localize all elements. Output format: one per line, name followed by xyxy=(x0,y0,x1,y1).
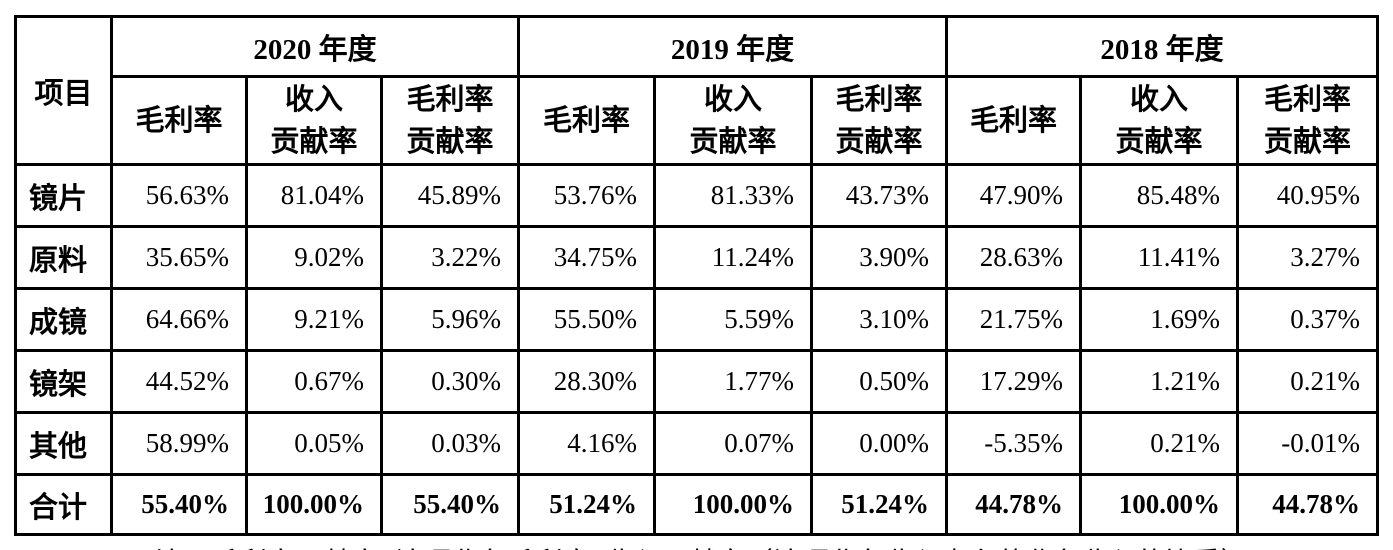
value-cell: 4.16% xyxy=(517,411,656,476)
gross-margin-table: 项目 2020 年度 2019 年度 2018 年度 毛利率 收入 贡献率 毛利率 贡献率毛… xyxy=(14,15,1379,536)
sub-header-2018-gross-margin-contribution: 毛利率 贡献率 xyxy=(1236,75,1379,166)
value-cell: 0.67% xyxy=(245,349,383,414)
value-cell: 44.78% xyxy=(1236,473,1379,536)
sub-header-line: 贡献率 xyxy=(1115,125,1203,158)
value-cell: 0.21% xyxy=(1236,349,1379,414)
sub-header-2018-revenue-contribution: 收入 贡献率 xyxy=(1079,75,1239,166)
value-cell: 34.75% xyxy=(517,225,656,290)
value-cell: 0.50% xyxy=(810,349,948,414)
value-cell: 44.52% xyxy=(110,349,248,414)
value-cell: 11.41% xyxy=(1079,225,1239,290)
sub-header-2020-revenue-contribution: 收入 贡献率 xyxy=(245,75,383,166)
value-cell: 100.00% xyxy=(1079,473,1239,536)
value-cell: 21.75% xyxy=(945,287,1082,352)
value-cell: 53.76% xyxy=(517,163,656,228)
value-cell: 3.90% xyxy=(810,225,948,290)
sub-header-line: 毛利率 xyxy=(1263,83,1351,116)
value-cell: 85.48% xyxy=(1079,163,1239,228)
value-cell: 5.96% xyxy=(380,287,520,352)
year-header-2019: 2019 年度 xyxy=(517,15,948,78)
sub-header-2019-revenue-contribution: 收入 贡献率 xyxy=(653,75,813,166)
value-cell: 35.65% xyxy=(110,225,248,290)
value-cell: 45.89% xyxy=(380,163,520,228)
value-cell: 55.40% xyxy=(110,473,248,536)
row-label-frames: 镜架 xyxy=(14,349,113,414)
sub-header-line: 毛利率 xyxy=(542,104,630,137)
value-cell: 3.22% xyxy=(380,225,520,290)
sub-header-line: 贡献率 xyxy=(1263,125,1351,158)
sub-header-line: 收入 xyxy=(284,83,343,116)
row-label-finished-glasses: 成镜 xyxy=(14,287,113,352)
value-cell: 0.05% xyxy=(245,411,383,476)
sub-header-line: 收入 xyxy=(1129,83,1188,116)
value-cell: 0.00% xyxy=(810,411,948,476)
year-header-row: 项目 2020 年度 2019 年度 2018 年度 xyxy=(14,15,1379,166)
value-cell: -5.35% xyxy=(945,411,1082,476)
value-cell: 5.59% xyxy=(653,287,813,352)
value-cell: 43.73% xyxy=(810,163,948,228)
table-body: 镜片 56.63% 81.04% 45.89% 53.76% 81.33% 43.73% 47… xyxy=(14,163,1379,536)
value-cell: 0.07% xyxy=(653,411,813,476)
sub-header-2020-gross-margin: 毛利率 xyxy=(110,75,248,166)
table-row-others: 其他 58.99% 0.05% 0.03% 4.16% 0.07% 0.00% -5.35% 0… xyxy=(14,411,1379,476)
value-cell: 81.04% xyxy=(245,163,383,228)
row-label-others: 其他 xyxy=(14,411,113,476)
sub-header-line: 毛利率 xyxy=(969,104,1057,137)
value-cell: 1.77% xyxy=(653,349,813,414)
sub-header-line: 毛利率 xyxy=(406,83,494,116)
sub-header-row: 毛利率 收入 贡献率 毛利率 贡献率 毛利率 收入 贡献率 毛利率 贡献率 毛利率 收入 贡献率 毛利率贡… xyxy=(16,75,1379,166)
value-cell: 100.00% xyxy=(653,473,813,536)
table-row-raw-materials: 原料 35.65% 9.02% 3.22% 34.75% 11.24% 3.90% 28.63… xyxy=(14,225,1379,290)
value-cell: 3.27% xyxy=(1236,225,1379,290)
value-cell: 1.69% xyxy=(1079,287,1239,352)
value-cell: 40.95% xyxy=(1236,163,1379,228)
value-cell: 51.24% xyxy=(810,473,948,536)
sub-header-2018-gross-margin: 毛利率 xyxy=(945,75,1082,166)
sub-header-line: 毛利率 xyxy=(835,83,923,116)
value-cell: 17.29% xyxy=(945,349,1082,414)
value-cell: 28.30% xyxy=(517,349,656,414)
value-cell: 0.03% xyxy=(380,411,520,476)
table-row-lenses: 镜片 56.63% 81.04% 45.89% 53.76% 81.33% 43.73% 47… xyxy=(14,163,1379,228)
value-cell: 100.00% xyxy=(245,473,383,536)
table-row-total: 合计 55.40% 100.00% 55.40% 51.24% 100.00% 51.24%… xyxy=(14,473,1379,536)
year-header-2020: 2020 年度 xyxy=(110,15,520,78)
value-cell: 11.24% xyxy=(653,225,813,290)
value-cell: 51.24% xyxy=(517,473,656,536)
value-cell: 47.90% xyxy=(945,163,1082,228)
sub-header-line: 贡献率 xyxy=(835,125,923,158)
value-cell: 9.02% xyxy=(245,225,383,290)
value-cell: 56.63% xyxy=(110,163,248,228)
value-cell: 81.33% xyxy=(653,163,813,228)
row-label-lenses: 镜片 xyxy=(14,163,113,228)
sub-header-2019-gross-margin: 毛利率 xyxy=(517,75,656,166)
sub-header-line: 贡献率 xyxy=(689,125,777,158)
value-cell: 0.37% xyxy=(1236,287,1379,352)
value-cell: -0.01% xyxy=(1236,411,1379,476)
sub-header-2019-gross-margin-contribution: 毛利率 贡献率 xyxy=(810,75,948,166)
value-cell: 64.66% xyxy=(110,287,248,352)
value-cell: 9.21% xyxy=(245,287,383,352)
table-row-finished-glasses: 成镜 64.66% 9.21% 5.96% 55.50% 5.59% 3.10% 21.75%… xyxy=(14,287,1379,352)
value-cell: 3.10% xyxy=(810,287,948,352)
sub-header-line: 贡献率 xyxy=(270,125,358,158)
year-header-2018: 2018 年度 xyxy=(945,15,1379,78)
value-cell: 55.40% xyxy=(380,473,520,536)
value-cell: 55.50% xyxy=(517,287,656,352)
value-cell: 44.78% xyxy=(945,473,1082,536)
row-label-total: 合计 xyxy=(14,473,113,536)
sub-header-2020-gross-margin-contribution: 毛利率 贡献率 xyxy=(380,75,520,166)
table-row-frames: 镜架 44.52% 0.67% 0.30% 28.30% 1.77% 0.50% 17.29%… xyxy=(14,349,1379,414)
row-label-raw-materials: 原料 xyxy=(14,225,113,290)
item-column-header: 项目 xyxy=(14,15,113,166)
sub-header-line: 毛利率 xyxy=(135,104,223,137)
sub-header-line: 收入 xyxy=(703,83,762,116)
value-cell: 1.21% xyxy=(1079,349,1239,414)
value-cell: 0.30% xyxy=(380,349,520,414)
sub-header-line: 贡献率 xyxy=(406,125,494,158)
value-cell: 0.21% xyxy=(1079,411,1239,476)
value-cell: 28.63% xyxy=(945,225,1082,290)
value-cell: 58.99% xyxy=(110,411,248,476)
